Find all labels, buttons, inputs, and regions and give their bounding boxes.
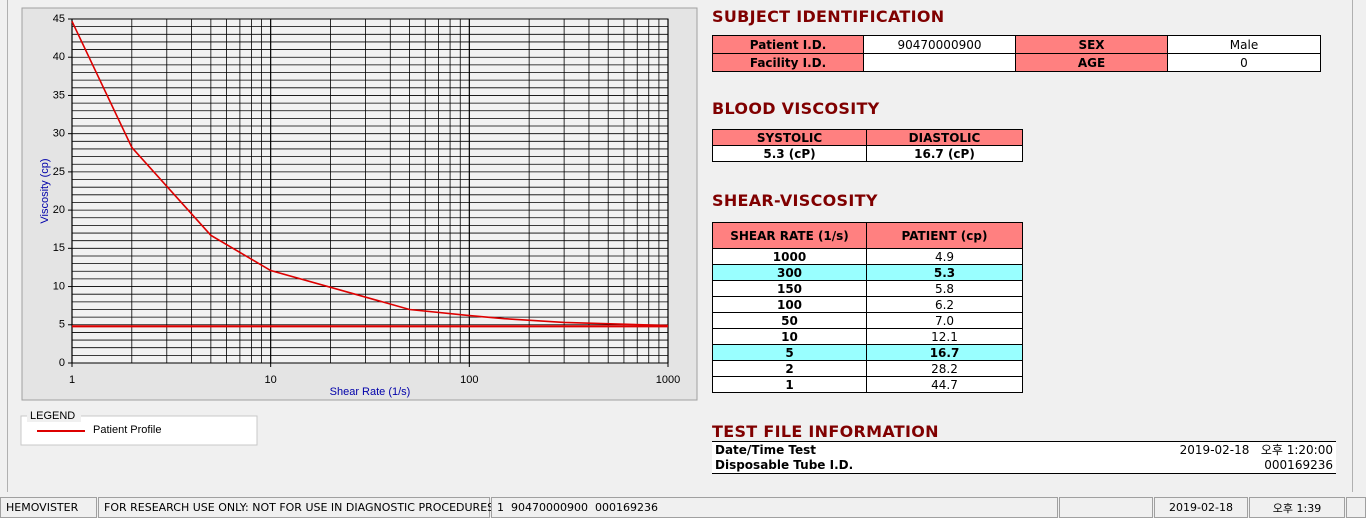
- field-value: 0: [1167, 53, 1321, 72]
- field-value: Male: [1167, 35, 1321, 54]
- field-label: Disposable Tube I.D.: [712, 457, 1023, 474]
- y-tick-label: 45: [53, 13, 65, 25]
- shear-rate: 100: [712, 296, 867, 313]
- section-title: BLOOD VISCOSITY: [712, 99, 880, 118]
- x-tick-label: 100: [460, 374, 478, 386]
- y-tick-label: 40: [53, 51, 65, 63]
- shear-rate: 300: [712, 264, 867, 281]
- status-text: 오후 1:39: [1249, 497, 1345, 518]
- field-label: Date/Time Test: [712, 441, 1023, 458]
- viscosity-value: 5.3: [866, 264, 1023, 281]
- y-tick-label: 0: [59, 357, 65, 369]
- field-value: [863, 53, 1016, 72]
- viscosity-value: 16.7: [866, 344, 1023, 361]
- status-cell: [1346, 497, 1366, 518]
- viscosity-value: 4.9: [866, 248, 1023, 265]
- field-value: 2019-02-18 오후 1:20:00: [1022, 441, 1336, 458]
- viscosity-value: 6.2: [866, 296, 1023, 313]
- status-text: 1 90470000900 000169236: [491, 497, 1058, 518]
- x-tick-label: 10: [265, 374, 277, 386]
- viscosity-value: 16.7 (cP): [866, 145, 1023, 162]
- status-cell: [1059, 497, 1153, 518]
- window-edge: [1352, 0, 1353, 492]
- window-edge: [7, 0, 8, 492]
- series-line: [71, 20, 669, 327]
- column-header: PATIENT (cp): [866, 222, 1023, 249]
- shear-rate: 5: [712, 344, 867, 361]
- legend-title: LEGEND: [30, 410, 75, 422]
- status-text: FOR RESEARCH USE ONLY: NOT FOR USE IN DI…: [98, 497, 494, 518]
- section-title: SHEAR-VISCOSITY: [712, 191, 878, 210]
- viscosity-value: 7.0: [866, 312, 1023, 329]
- viscosity-value: 5.3 (cP): [712, 145, 867, 162]
- x-tick-label: 1000: [656, 374, 680, 386]
- viscosity-value: 12.1: [866, 328, 1023, 345]
- y-tick-label: 30: [53, 128, 65, 140]
- column-header: DIASTOLIC: [866, 129, 1023, 146]
- status-text: HEMOVISTER: [0, 497, 97, 518]
- status-text: 2019-02-18: [1154, 497, 1248, 518]
- legend-title-bg: [27, 409, 81, 422]
- field-value: 90470000900: [863, 35, 1016, 54]
- shear-rate: 2: [712, 360, 867, 377]
- column-header: SYSTOLIC: [712, 129, 867, 146]
- y-tick-label: 20: [53, 204, 65, 216]
- x-axis-label: Shear Rate (1/s): [330, 386, 411, 398]
- viscosity-value: 5.8: [866, 280, 1023, 297]
- y-tick-label: 25: [53, 166, 65, 178]
- y-tick-label: 15: [53, 242, 65, 254]
- viscosity-value: 44.7: [866, 376, 1023, 393]
- y-tick-label: 5: [59, 319, 65, 331]
- section-title: SUBJECT IDENTIFICATION: [712, 7, 945, 26]
- y-tick-label: 10: [53, 280, 65, 292]
- x-tick-label: 1: [69, 374, 75, 386]
- chart: Shear Rate (1/s) Viscosity (cp) LEGEND P…: [20, 7, 698, 446]
- shear-rate: 50: [712, 312, 867, 329]
- field-label: AGE: [1015, 53, 1168, 72]
- shear-rate: 1: [712, 376, 867, 393]
- plot-area: [71, 18, 669, 364]
- y-tick-label: 35: [53, 89, 65, 101]
- shear-rate: 1000: [712, 248, 867, 265]
- field-label: SEX: [1015, 35, 1168, 54]
- y-axis-label: Viscosity (cp): [39, 158, 51, 223]
- shear-rate: 150: [712, 280, 867, 297]
- section-title: TEST FILE INFORMATION: [712, 422, 939, 441]
- field-value: 000169236: [1022, 457, 1336, 474]
- field-label: Facility I.D.: [712, 53, 864, 72]
- shear-rate: 10: [712, 328, 867, 345]
- field-label: Patient I.D.: [712, 35, 864, 54]
- viscosity-value: 28.2: [866, 360, 1023, 377]
- legend-label: Patient Profile: [93, 424, 161, 436]
- column-header: SHEAR RATE (1/s): [712, 222, 867, 249]
